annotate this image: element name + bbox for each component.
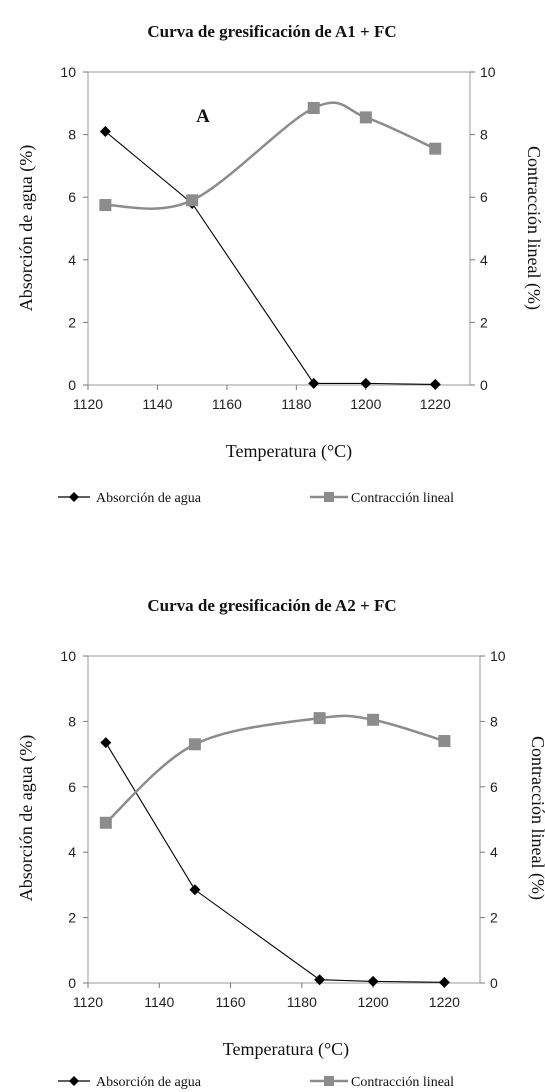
x-tick-label: 1120 xyxy=(73,396,103,412)
chart-a1-legend-label-contraccion: Contracción lineal xyxy=(351,491,454,506)
y2-tick-label: 0 xyxy=(480,377,488,393)
y-tick-label: 8 xyxy=(68,713,76,729)
y-tick-label: 6 xyxy=(68,189,76,205)
data-point-square xyxy=(367,713,380,726)
chart-a1-left-ticks: 0 2 4 6 8 10 xyxy=(60,64,88,393)
y-tick-label: 2 xyxy=(68,314,76,330)
chart-a1-xlabel: Temperatura (°C) xyxy=(226,441,352,462)
chart-a2-ylabel: Absorción de agua (%) xyxy=(16,735,37,901)
y2-tick-label: 2 xyxy=(490,910,498,926)
y-tick-label: 0 xyxy=(68,975,76,991)
chart-a1-annotation: A xyxy=(196,106,210,127)
chart-a1-legend-absorcion: Absorción de agua xyxy=(58,491,202,506)
x-tick-label: 1140 xyxy=(144,994,174,1010)
data-point-square xyxy=(307,101,320,114)
data-point-square xyxy=(313,712,326,725)
x-tick-label: 1200 xyxy=(350,396,381,412)
chart-a2-right-ticks: 0 2 4 6 8 10 xyxy=(480,648,506,991)
y2-tick-label: 8 xyxy=(490,713,498,729)
y2-tick-label: 4 xyxy=(490,844,498,860)
x-tick-label: 1180 xyxy=(287,994,317,1010)
chart-a2-y2label: Contracción lineal (%) xyxy=(527,736,545,900)
y2-tick-label: 10 xyxy=(490,648,506,664)
data-point-diamond xyxy=(308,377,320,389)
data-point-square xyxy=(429,142,442,155)
chart-a2: Curva de gresificación de A2 + FC Absorc… xyxy=(16,596,545,1090)
chart-a1-series xyxy=(99,101,442,390)
series-line-contraccion xyxy=(105,101,436,210)
legend-square-marker xyxy=(324,1076,334,1086)
x-tick-label: 1160 xyxy=(212,396,242,412)
x-tick-label: 1160 xyxy=(215,994,245,1010)
chart-a1-right-ticks: 0 2 4 6 8 10 xyxy=(470,64,496,393)
y2-tick-label: 6 xyxy=(480,189,488,205)
data-point-diamond xyxy=(314,974,326,986)
chart-a2-legend-contraccion: Contracción lineal xyxy=(310,1075,454,1090)
series-line-contraccion xyxy=(104,714,445,824)
data-point-diamond xyxy=(100,737,112,749)
data-point-diamond xyxy=(438,976,450,988)
chart-a2-x-ticks: 1120 1140 1160 1180 1200 1220 xyxy=(73,983,460,1010)
x-tick-label: 1140 xyxy=(142,396,172,412)
y-tick-label: 8 xyxy=(68,127,76,143)
data-point-diamond xyxy=(429,378,441,390)
chart-a1-y2label: Contracción lineal (%) xyxy=(523,146,544,310)
y2-tick-label: 8 xyxy=(480,127,488,143)
chart-a2-legend-label-absorcion: Absorción de agua xyxy=(96,1075,202,1090)
chart-a2-left-ticks: 0 2 4 6 8 10 xyxy=(60,648,88,991)
chart-a1-x-ticks: 1120 1140 1160 1180 1200 1220 xyxy=(73,385,451,412)
data-point-square xyxy=(186,194,199,207)
data-point-square xyxy=(188,738,201,751)
y-tick-label: 4 xyxy=(68,844,76,860)
x-tick-label: 1120 xyxy=(73,994,103,1010)
data-point-diamond xyxy=(99,125,111,137)
chart-a1-ylabel: Absorción de agua (%) xyxy=(16,145,37,311)
y-tick-label: 0 xyxy=(68,377,76,393)
chart-a1-plot-area xyxy=(87,71,471,386)
chart-a2-legend-absorcion: Absorción de agua xyxy=(58,1075,202,1090)
chart-a2-xlabel: Temperatura (°C) xyxy=(223,1039,349,1060)
data-point-square xyxy=(438,735,451,748)
data-point-square xyxy=(359,111,372,124)
chart-a2-series xyxy=(99,712,451,988)
data-point-diamond xyxy=(367,975,379,987)
chart-a1-legend: Absorción de agua Contracción lineal xyxy=(58,491,454,506)
x-tick-label: 1220 xyxy=(429,994,460,1010)
chart-a1-legend-label-absorcion: Absorción de agua xyxy=(96,491,202,506)
y-tick-label: 10 xyxy=(60,64,76,80)
data-point-square xyxy=(99,816,112,829)
y2-tick-label: 6 xyxy=(490,779,498,795)
data-point-square xyxy=(99,199,112,212)
y2-tick-label: 2 xyxy=(480,314,488,330)
x-tick-label: 1220 xyxy=(420,396,451,412)
chart-a1-legend-contraccion: Contracción lineal xyxy=(310,491,454,506)
data-point-diamond xyxy=(189,884,201,896)
y-tick-label: 2 xyxy=(68,910,76,926)
chart-a2-legend: Absorción de agua Contracción lineal xyxy=(58,1075,454,1090)
y2-tick-label: 4 xyxy=(480,252,488,268)
x-tick-label: 1200 xyxy=(358,994,389,1010)
legend-square-marker xyxy=(324,492,334,502)
chart-a2-title: Curva de gresificación de A2 + FC xyxy=(147,596,396,615)
data-point-diamond xyxy=(360,377,372,389)
y-tick-label: 4 xyxy=(68,252,76,268)
legend-diamond-marker xyxy=(69,492,79,502)
y-tick-label: 10 xyxy=(60,648,76,664)
chart-a2-plot-area xyxy=(87,655,481,984)
chart-a1-title: Curva de gresificación de A1 + FC xyxy=(147,22,396,41)
x-tick-label: 1180 xyxy=(281,396,311,412)
chart-a2-legend-label-contraccion: Contracción lineal xyxy=(351,1075,454,1090)
y2-tick-label: 10 xyxy=(480,64,496,80)
y2-tick-label: 0 xyxy=(490,975,498,991)
legend-diamond-marker xyxy=(69,1076,79,1086)
chart-a1: Curva de gresificación de A1 + FC A Abso… xyxy=(16,22,544,506)
y-tick-label: 6 xyxy=(68,779,76,795)
